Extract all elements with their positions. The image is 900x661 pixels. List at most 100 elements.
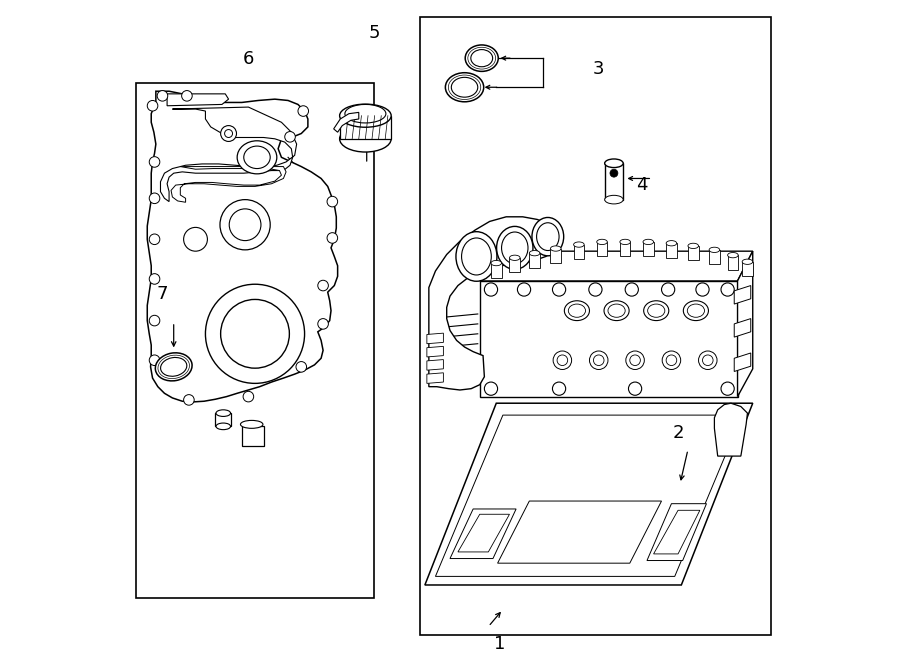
Polygon shape — [136, 83, 374, 598]
Circle shape — [484, 382, 498, 395]
Circle shape — [230, 209, 261, 241]
Ellipse shape — [683, 301, 708, 321]
Polygon shape — [734, 353, 751, 371]
Circle shape — [148, 100, 157, 111]
Polygon shape — [160, 107, 297, 202]
Ellipse shape — [644, 301, 669, 321]
Circle shape — [484, 283, 498, 296]
Polygon shape — [666, 243, 677, 258]
Polygon shape — [727, 255, 738, 270]
Ellipse shape — [339, 104, 392, 127]
Circle shape — [149, 234, 160, 245]
Ellipse shape — [605, 159, 623, 167]
Ellipse shape — [471, 50, 492, 67]
Ellipse shape — [605, 196, 623, 204]
Text: 5: 5 — [368, 24, 380, 42]
Polygon shape — [215, 413, 230, 426]
Polygon shape — [242, 426, 264, 446]
Ellipse shape — [536, 223, 559, 251]
Ellipse shape — [238, 141, 277, 174]
Circle shape — [626, 351, 644, 369]
Ellipse shape — [491, 260, 501, 266]
Circle shape — [554, 351, 572, 369]
Circle shape — [220, 126, 237, 141]
Text: 4: 4 — [636, 176, 647, 194]
Circle shape — [696, 283, 709, 296]
Ellipse shape — [240, 420, 263, 428]
Ellipse shape — [648, 304, 665, 317]
Ellipse shape — [564, 301, 590, 321]
Circle shape — [284, 132, 295, 142]
Ellipse shape — [456, 231, 497, 282]
Polygon shape — [427, 333, 444, 344]
Polygon shape — [620, 242, 631, 256]
Polygon shape — [167, 94, 229, 106]
Polygon shape — [491, 263, 501, 278]
Polygon shape — [647, 504, 707, 561]
Ellipse shape — [160, 358, 187, 376]
Ellipse shape — [666, 241, 677, 246]
Text: 2: 2 — [672, 424, 684, 442]
Ellipse shape — [727, 253, 738, 258]
Polygon shape — [551, 249, 561, 263]
Circle shape — [630, 355, 641, 366]
Circle shape — [557, 355, 568, 366]
Ellipse shape — [446, 73, 483, 102]
Circle shape — [149, 157, 160, 167]
Ellipse shape — [620, 239, 631, 245]
Polygon shape — [450, 509, 516, 559]
Polygon shape — [425, 403, 752, 585]
Circle shape — [184, 395, 194, 405]
Circle shape — [149, 193, 160, 204]
Polygon shape — [334, 112, 359, 132]
Ellipse shape — [688, 243, 698, 249]
Ellipse shape — [345, 104, 386, 123]
Circle shape — [298, 106, 309, 116]
Polygon shape — [420, 17, 770, 635]
Circle shape — [318, 319, 328, 329]
Circle shape — [327, 196, 338, 207]
Ellipse shape — [604, 301, 629, 321]
Ellipse shape — [709, 247, 720, 253]
Text: 3: 3 — [593, 60, 605, 79]
Circle shape — [149, 315, 160, 326]
Polygon shape — [427, 346, 444, 357]
Ellipse shape — [497, 226, 533, 270]
Polygon shape — [734, 319, 751, 337]
Ellipse shape — [529, 251, 540, 256]
Circle shape — [589, 283, 602, 296]
Circle shape — [628, 382, 642, 395]
Polygon shape — [480, 281, 737, 397]
Circle shape — [220, 200, 270, 250]
Polygon shape — [605, 163, 623, 200]
Polygon shape — [498, 501, 662, 563]
Ellipse shape — [532, 217, 563, 256]
Polygon shape — [428, 217, 561, 390]
Circle shape — [590, 351, 608, 369]
Circle shape — [626, 283, 638, 296]
Polygon shape — [171, 167, 286, 202]
Circle shape — [205, 284, 304, 383]
Polygon shape — [427, 360, 444, 370]
Ellipse shape — [597, 239, 608, 245]
Ellipse shape — [339, 126, 392, 152]
Text: 6: 6 — [243, 50, 254, 69]
Circle shape — [149, 355, 160, 366]
Ellipse shape — [688, 304, 705, 317]
Circle shape — [610, 169, 618, 177]
Circle shape — [593, 355, 604, 366]
Circle shape — [327, 233, 338, 243]
Circle shape — [666, 355, 677, 366]
Ellipse shape — [568, 304, 586, 317]
Polygon shape — [688, 246, 698, 260]
Circle shape — [703, 355, 713, 366]
Circle shape — [243, 391, 254, 402]
Circle shape — [296, 362, 307, 372]
Circle shape — [225, 130, 232, 137]
Circle shape — [553, 283, 566, 296]
Ellipse shape — [462, 238, 491, 275]
Ellipse shape — [451, 77, 478, 97]
Circle shape — [662, 351, 680, 369]
Ellipse shape — [501, 232, 528, 264]
Circle shape — [698, 351, 717, 369]
